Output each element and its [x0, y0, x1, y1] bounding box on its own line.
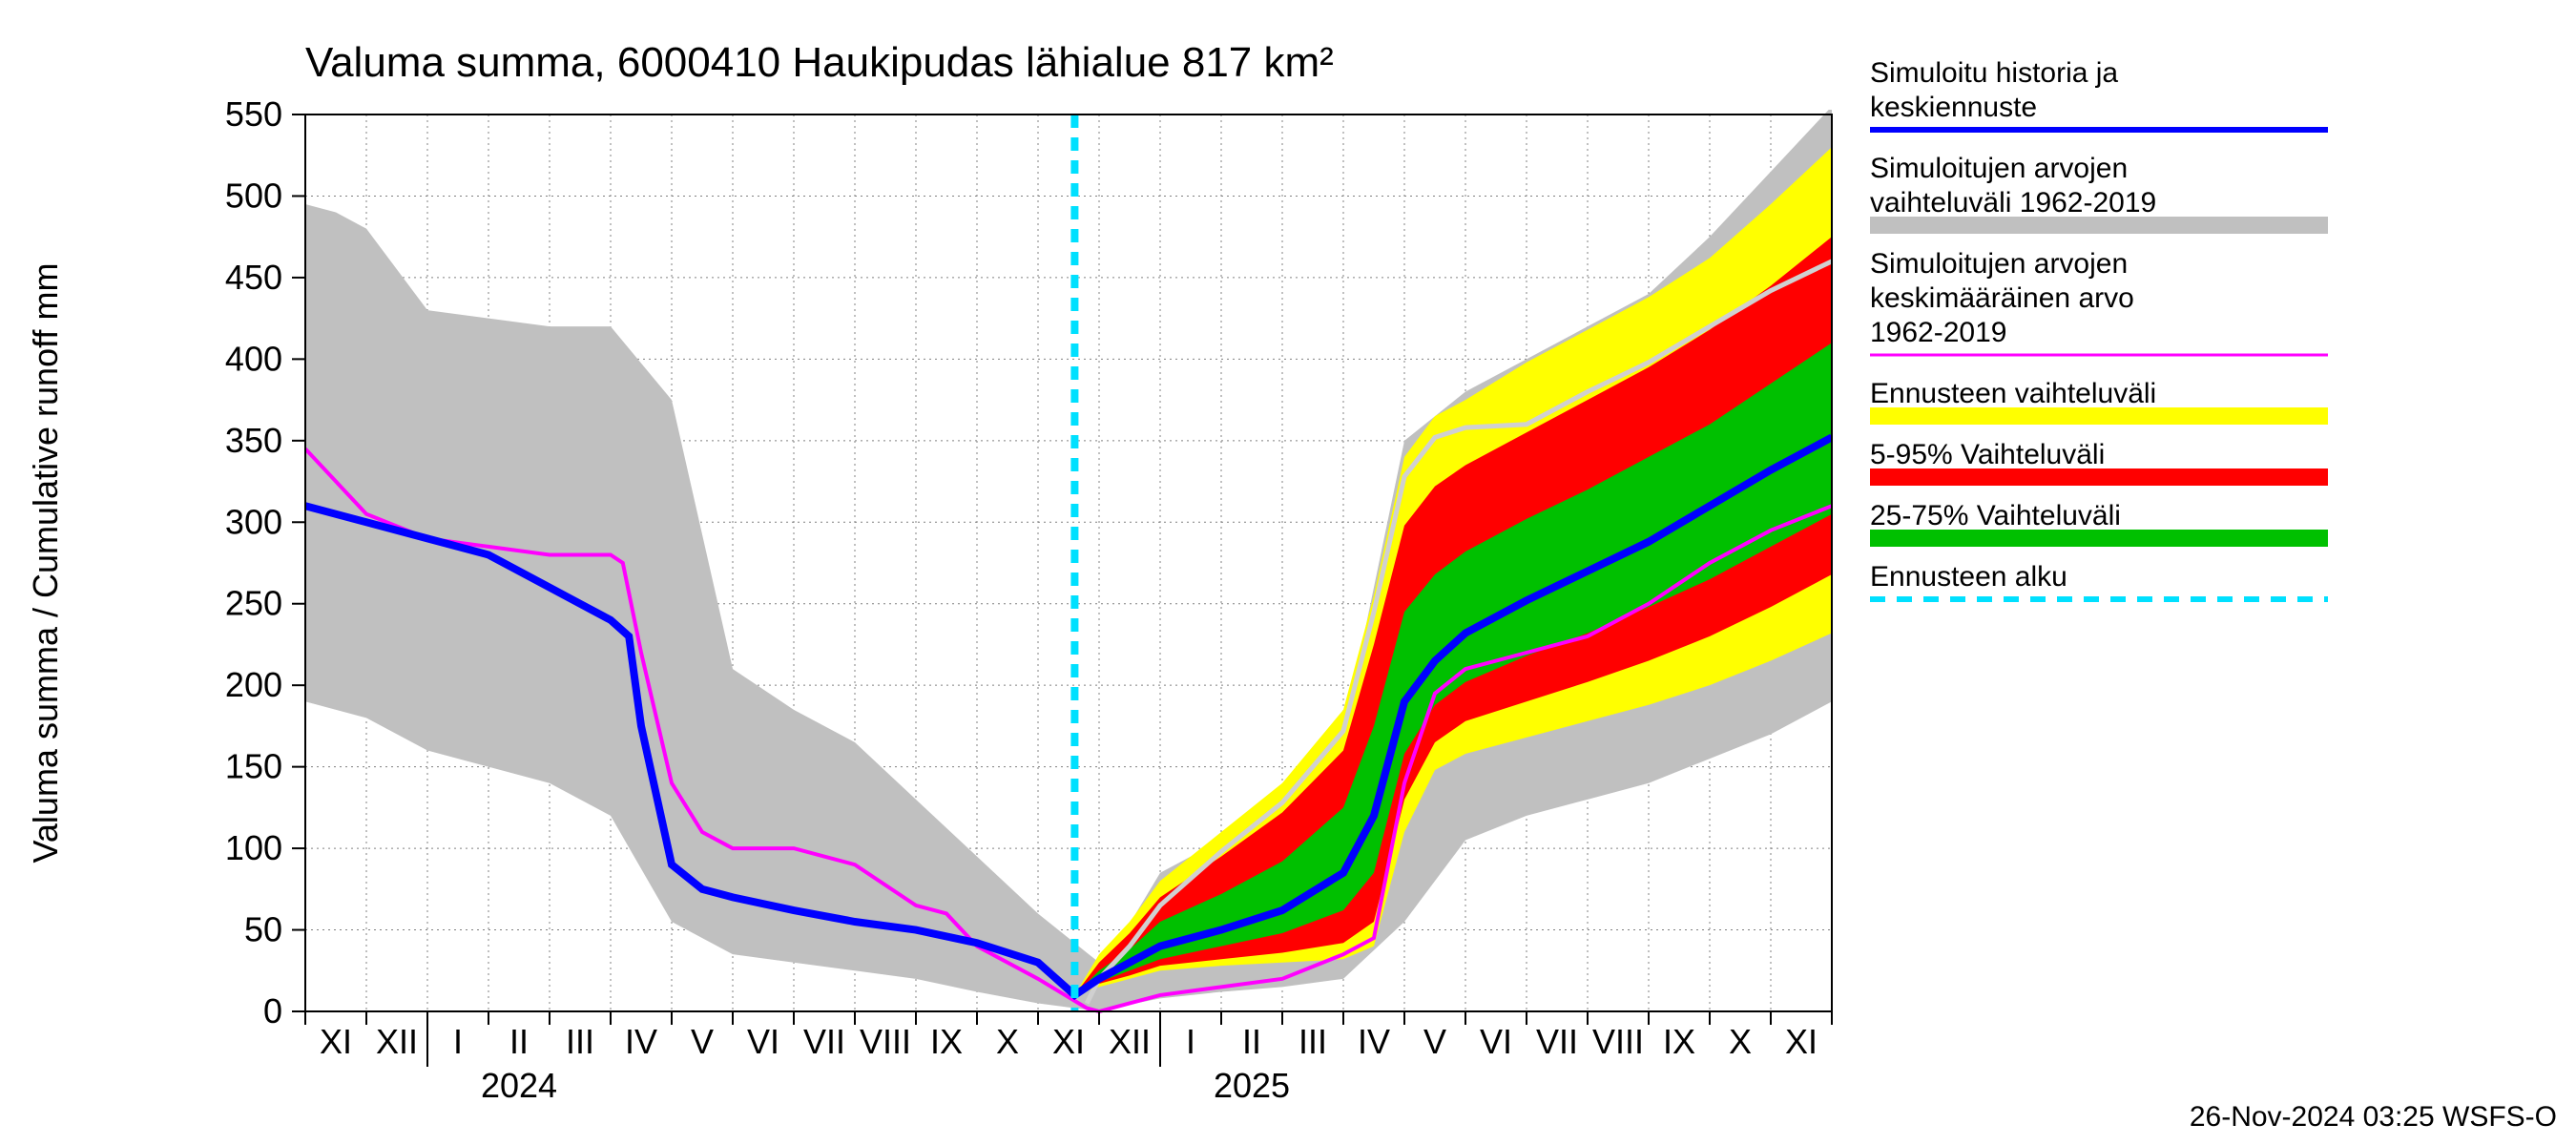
- y-tick-label: 50: [244, 910, 282, 949]
- legend-label: 1962-2019: [1870, 317, 2006, 348]
- footer-timestamp: 26-Nov-2024 03:25 WSFS-O: [2190, 1101, 2557, 1133]
- x-month-label: VII: [803, 1022, 845, 1061]
- x-month-label: II: [1242, 1022, 1261, 1061]
- x-month-label: I: [1186, 1022, 1195, 1061]
- legend-label: vaihteluväli 1962-2019: [1870, 187, 2156, 219]
- y-axis-label: Valuma summa / Cumulative runoff mm: [26, 263, 65, 864]
- y-tick-label: 150: [225, 747, 282, 786]
- y-tick-label: 500: [225, 176, 282, 215]
- x-month-label: VIII: [860, 1022, 911, 1061]
- x-month-label: VI: [747, 1022, 779, 1061]
- y-tick-label: 350: [225, 421, 282, 460]
- y-tick-label: 250: [225, 584, 282, 623]
- y-tick-label: 550: [225, 94, 282, 134]
- x-month-label: IV: [1358, 1022, 1390, 1061]
- chart-svg: 050100150200250300350400450500550XIXIIII…: [0, 0, 2576, 1145]
- legend-label: 5-95% Vaihteluväli: [1870, 439, 2105, 470]
- x-month-label: III: [1298, 1022, 1327, 1061]
- x-month-label: IX: [930, 1022, 963, 1061]
- legend-swatch-band: [1870, 217, 2328, 234]
- y-tick-label: 100: [225, 828, 282, 867]
- y-tick-label: 200: [225, 665, 282, 704]
- x-month-label: IX: [1663, 1022, 1695, 1061]
- legend-label: Simuloitujen arvojen: [1870, 248, 2128, 280]
- legend-swatch-band: [1870, 468, 2328, 486]
- legend-label: Simuloitu historia ja: [1870, 57, 2118, 89]
- x-month-label: XII: [376, 1022, 418, 1061]
- x-month-label: VIII: [1592, 1022, 1644, 1061]
- x-month-label: X: [996, 1022, 1019, 1061]
- y-tick-label: 300: [225, 502, 282, 541]
- x-month-label: II: [509, 1022, 529, 1061]
- x-month-label: V: [1423, 1022, 1446, 1061]
- y-tick-label: 400: [225, 339, 282, 378]
- y-tick-label: 0: [263, 991, 282, 1030]
- legend-swatch-band: [1870, 407, 2328, 425]
- chart-container: { "chart": { "type": "line-band-forecast…: [0, 0, 2576, 1145]
- x-month-label: XII: [1109, 1022, 1151, 1061]
- x-month-label: XI: [320, 1022, 352, 1061]
- x-month-label: I: [453, 1022, 463, 1061]
- chart-title: Valuma summa, 6000410 Haukipudas lähialu…: [305, 39, 1334, 86]
- legend-label: Simuloitujen arvojen: [1870, 153, 2128, 184]
- x-year-label: 2024: [481, 1066, 557, 1105]
- legend-label: keskiennuste: [1870, 92, 2037, 123]
- y-tick-label: 450: [225, 258, 282, 297]
- x-month-label: VII: [1536, 1022, 1578, 1061]
- x-month-label: III: [566, 1022, 594, 1061]
- x-month-label: V: [691, 1022, 714, 1061]
- x-month-label: IV: [625, 1022, 657, 1061]
- legend-label: keskimääräinen arvo: [1870, 282, 2134, 314]
- x-month-label: VI: [1480, 1022, 1512, 1061]
- x-month-label: X: [1729, 1022, 1752, 1061]
- legend-swatch-band: [1870, 530, 2328, 547]
- x-month-label: XI: [1052, 1022, 1085, 1061]
- legend-label: Ennusteen vaihteluväli: [1870, 378, 2156, 409]
- x-month-label: XI: [1785, 1022, 1818, 1061]
- legend-label: 25-75% Vaihteluväli: [1870, 500, 2121, 531]
- legend-label: Ennusteen alku: [1870, 561, 2067, 593]
- x-year-label: 2025: [1214, 1066, 1290, 1105]
